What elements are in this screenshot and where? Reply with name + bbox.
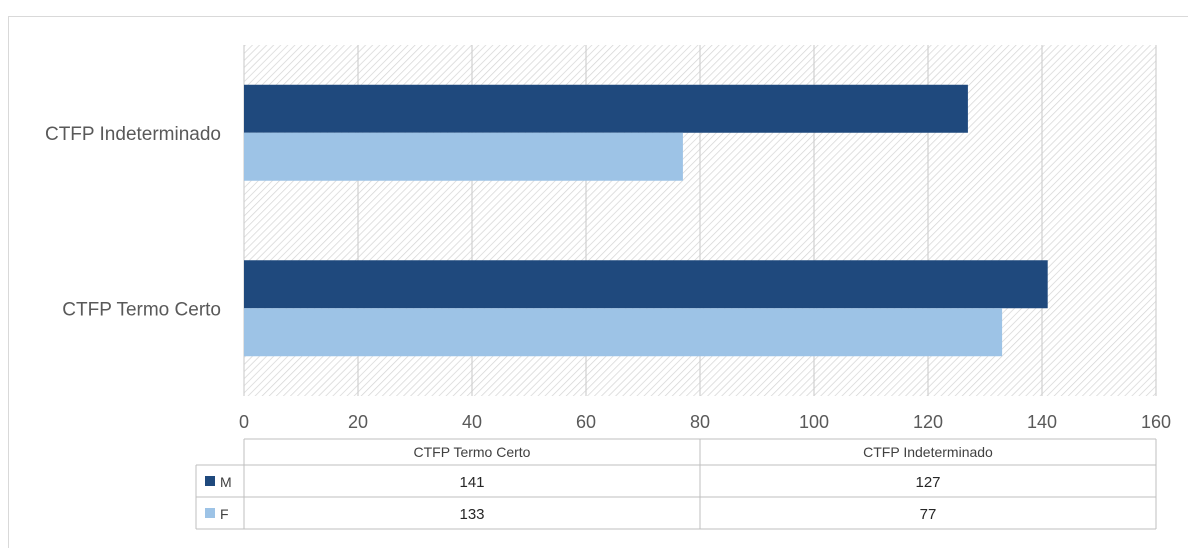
- x-tick-label-40: 40: [462, 412, 482, 432]
- table-cell-M-1: 127: [915, 474, 940, 491]
- x-tick-label-120: 120: [913, 412, 943, 432]
- category-label-0: CTFP Indeterminado: [45, 124, 221, 145]
- bar-M-1: [244, 260, 1048, 309]
- x-tick-label-0: 0: [239, 412, 249, 432]
- table-cell-M-0: 141: [459, 474, 484, 491]
- table-header-1: CTFP Indeterminado: [863, 444, 993, 460]
- bar-F-1: [244, 308, 1003, 357]
- legend-key-M: [205, 476, 215, 486]
- legend-label-F: F: [220, 506, 229, 522]
- table-header-0: CTFP Termo Certo: [414, 444, 531, 460]
- chart-border-left: [8, 16, 9, 548]
- table-cell-F-0: 133: [459, 506, 484, 523]
- x-tick-label-100: 100: [799, 412, 829, 432]
- x-tick-label-140: 140: [1027, 412, 1057, 432]
- bar-M-0: [244, 84, 968, 133]
- x-tick-label-80: 80: [690, 412, 710, 432]
- legend-label-M: M: [220, 474, 232, 490]
- category-label-1: CTFP Termo Certo: [62, 299, 221, 320]
- bar-F-0: [244, 132, 683, 181]
- table-cell-F-1: 77: [920, 506, 937, 523]
- chart-border-top: [8, 16, 1188, 17]
- x-tick-label-60: 60: [576, 412, 596, 432]
- x-tick-label-160: 160: [1141, 412, 1171, 432]
- x-tick-label-20: 20: [348, 412, 368, 432]
- legend-key-F: [205, 508, 215, 518]
